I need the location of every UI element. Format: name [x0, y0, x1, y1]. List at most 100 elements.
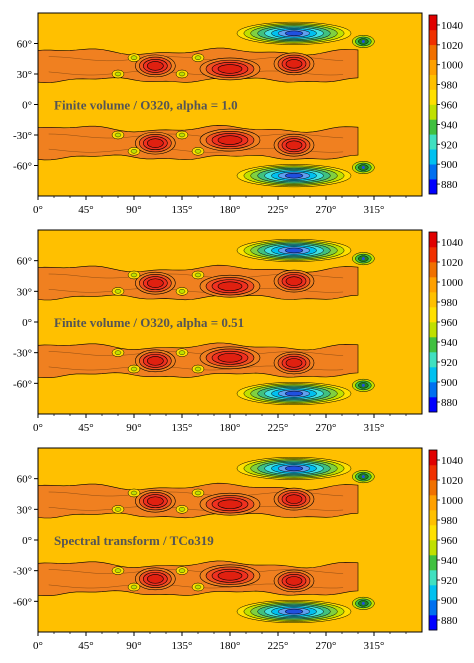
colorbar-tick-label: 1020: [441, 475, 464, 487]
high-contour: [217, 135, 243, 145]
colorbar-tick-label: 980: [441, 515, 458, 527]
colorbar-segment: [429, 525, 437, 541]
low-center: [361, 166, 365, 170]
field-contours: [38, 238, 375, 406]
high-contour: [285, 358, 303, 368]
high-contour: [147, 496, 164, 506]
x-tick-label: 180°: [220, 640, 241, 652]
colorbar-tick-label: 940: [441, 337, 458, 349]
colorbar-tick-label: 1040: [441, 20, 464, 32]
colorbar-segment: [429, 104, 437, 120]
x-tick-label: 45°: [78, 422, 93, 434]
x-tick-label: 90°: [126, 204, 141, 216]
eddy-core: [114, 289, 122, 294]
eddy-core: [194, 584, 202, 590]
colorbar-segment: [429, 510, 437, 526]
eddy-core: [194, 366, 202, 372]
colorbar-segment: [429, 585, 437, 601]
x-tick-label: 225°: [268, 640, 289, 652]
x-tick-label: 315°: [364, 422, 385, 434]
y-tick-label: 0°: [22, 100, 32, 112]
colorbar-segment: [429, 450, 437, 466]
eddy-core: [114, 568, 122, 573]
y-tick-label: -30°: [13, 130, 32, 142]
x-tick-label: 315°: [364, 204, 385, 216]
eddy-core: [194, 272, 202, 278]
y-tick-label: 30°: [17, 69, 32, 81]
eddy-core: [130, 584, 138, 590]
eddy-core: [178, 507, 186, 512]
panel-2: 0° 45° 90° 135° 180° 225° 270° 315° 60° 30° 0° -30°…: [13, 229, 464, 434]
eddy-core: [178, 350, 186, 355]
colorbar-tick-label: 900: [441, 159, 458, 171]
colorbar-segment: [429, 307, 437, 323]
field-contours: [38, 21, 375, 188]
colorbar-segment: [429, 164, 437, 180]
colorbar-segment: [429, 179, 437, 195]
colorbar-segment: [429, 337, 437, 353]
high-contour: [147, 138, 164, 148]
colorbar-tick-label: 880: [441, 397, 458, 409]
colorbar-segment: [429, 134, 437, 150]
colorbar-tick-label: 920: [441, 575, 458, 587]
colorbar-segment: [429, 232, 437, 248]
colorbar-tick-label: 1020: [441, 40, 464, 52]
high-contour: [285, 140, 303, 150]
eddy-core: [130, 490, 138, 496]
colorbar-tick-label: 880: [441, 179, 458, 191]
panel-title: Finite volume / O320, alpha = 0.51: [54, 315, 244, 330]
low-center: [361, 383, 365, 387]
colorbar-tick-label: 1040: [441, 237, 464, 249]
high-contour: [147, 61, 164, 71]
low-center: [292, 610, 296, 614]
eddy-core: [178, 132, 186, 138]
y-tick-label: -60°: [13, 378, 32, 390]
x-tick-label: 135°: [172, 204, 193, 216]
colorbar-tick-label: 960: [441, 535, 458, 547]
eddy-core: [114, 507, 122, 512]
colorbar-segment: [429, 44, 437, 60]
colorbar-tick-label: 1000: [441, 495, 464, 507]
eddy-core: [194, 149, 202, 154]
colorbar-segment: [429, 262, 437, 278]
colorbar-tick-label: 980: [441, 297, 458, 309]
eddy-core: [194, 490, 202, 496]
x-tick-label: 90°: [126, 422, 141, 434]
x-tick-label: 270°: [316, 422, 337, 434]
high-contour: [217, 64, 243, 74]
colorbar-segment: [429, 29, 437, 46]
colorbar-segment: [429, 367, 437, 383]
colorbar-segment: [429, 600, 437, 616]
colorbar-segment: [429, 149, 437, 165]
colorbar-tick-label: 920: [441, 357, 458, 369]
x-tick-label: 0°: [33, 422, 43, 434]
colorbar-segment: [429, 570, 437, 586]
x-tick-label: 315°: [364, 640, 385, 652]
colorbar-segment: [429, 277, 437, 293]
low-center: [292, 174, 296, 178]
eddy-core: [130, 55, 138, 60]
y-tick-label: 0°: [22, 317, 32, 329]
high-contour: [285, 576, 303, 586]
eddy-core: [130, 366, 138, 372]
panel-title: Finite volume / O320, alpha = 1.0: [54, 98, 238, 113]
eddy-core: [130, 272, 138, 278]
panel-3: 0° 45° 90° 135° 180° 225° 270° 315° 60° 30° 0° -30°…: [13, 447, 464, 652]
high-contour: [285, 494, 303, 504]
y-tick-label: 60°: [17, 256, 32, 268]
eddy-core: [114, 132, 122, 138]
colorbar-segment: [429, 352, 437, 368]
high-contour: [147, 574, 164, 584]
x-tick-label: 270°: [316, 204, 337, 216]
x-tick-label: 135°: [172, 422, 193, 434]
field-contours: [38, 456, 375, 624]
x-tick-label: 225°: [268, 204, 289, 216]
colorbar-segment: [429, 465, 437, 481]
colorbar-segment: [429, 382, 437, 398]
y-tick-label: -30°: [13, 566, 32, 578]
x-tick-label: 225°: [268, 422, 289, 434]
colorbar-segment: [429, 495, 437, 511]
y-tick-label: 30°: [17, 504, 32, 516]
colorbar-tick-label: 960: [441, 317, 458, 329]
high-contour: [147, 356, 164, 366]
